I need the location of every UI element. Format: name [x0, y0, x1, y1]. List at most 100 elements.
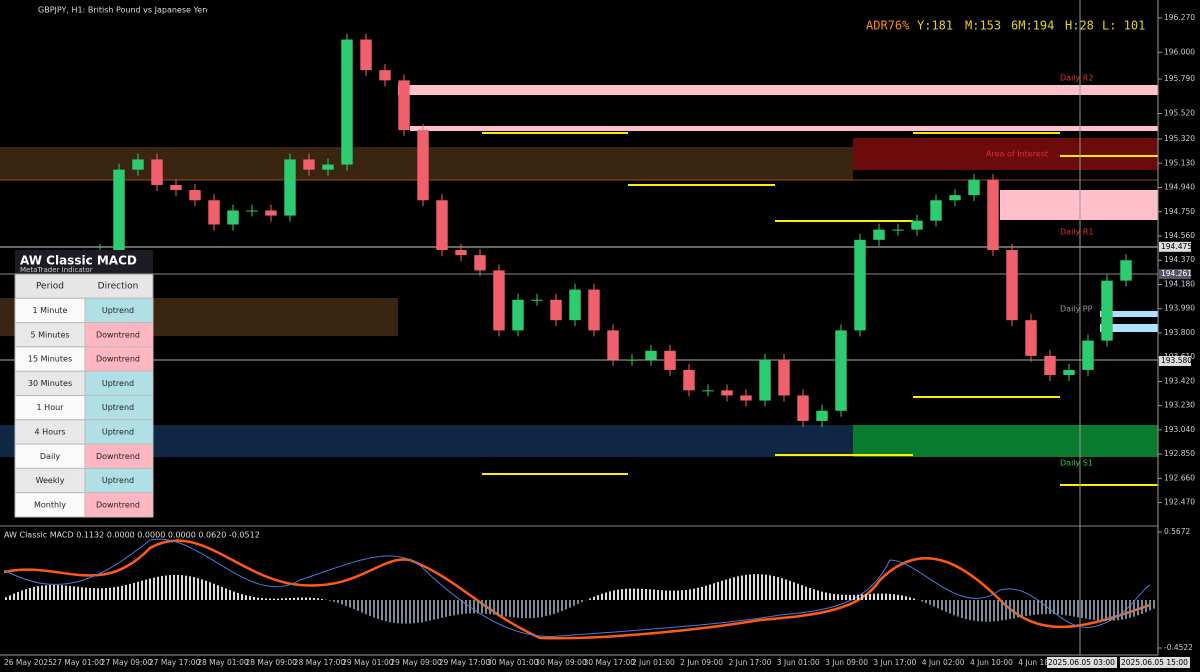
- candle-body: [797, 395, 809, 421]
- macd-signal: [3, 539, 1151, 640]
- table-cell: Uptrend: [102, 476, 134, 485]
- candle-body: [892, 229, 904, 231]
- candle-body: [1006, 250, 1018, 321]
- table-cell: 1 Minute: [33, 306, 68, 315]
- candle-body: [379, 70, 391, 81]
- x-tick-label: 27 May 01:00: [52, 658, 104, 667]
- candle-body: [740, 395, 752, 401]
- table-cell: 1 Hour: [37, 403, 65, 412]
- x-tick-label: 30 May 09:00: [535, 658, 587, 667]
- time-tag: [1047, 657, 1117, 668]
- candle-body: [835, 330, 847, 411]
- y-tick-label: 193.040: [1164, 425, 1195, 434]
- candle-body: [265, 210, 277, 216]
- candle-body: [1101, 280, 1113, 341]
- x-tick-label: 2 Jun 01:00: [632, 658, 675, 667]
- price-tag-label: 194.475: [1161, 242, 1192, 251]
- y-tick-label: 195.130: [1164, 158, 1195, 167]
- x-tick-label: 2 Jun 17:00: [729, 658, 772, 667]
- candle-body: [208, 200, 220, 225]
- y-tick-label: 194.750: [1164, 207, 1195, 216]
- candle-body: [1025, 320, 1037, 356]
- stats: ADR76% Y:181 M:153 6M:194 H:28 L: 101: [866, 19, 1145, 33]
- candle-body: [493, 270, 505, 331]
- candle-body: [854, 239, 866, 331]
- candle-body: [417, 130, 429, 201]
- stat: 6M:194: [1011, 19, 1054, 33]
- candle-body: [246, 210, 258, 212]
- y-tick-label: 194.180: [1164, 279, 1195, 288]
- candle-body: [284, 159, 296, 216]
- x-tick-label: 26 May 2025: [4, 658, 53, 667]
- table-cell-bg: [84, 395, 154, 421]
- candle-body: [531, 299, 543, 301]
- candle-body: [968, 179, 980, 196]
- zone-label: Area of Interest: [986, 150, 1048, 159]
- table-cell-bg: [84, 370, 154, 397]
- candle-body: [436, 200, 448, 251]
- x-tick-label: 28 May 01:00: [197, 658, 249, 667]
- candle-body: [151, 159, 163, 185]
- x-tick-label: 4 Jun 18:00: [1018, 658, 1061, 667]
- candle-body: [759, 359, 771, 401]
- table-cell: Monthly: [34, 500, 66, 509]
- x-tick-label: 28 May 09:00: [246, 658, 298, 667]
- table-cell-bg: [14, 395, 86, 421]
- x-tick-label: 27 May 17:00: [149, 658, 201, 667]
- candle-body: [322, 164, 334, 170]
- y-tick-label: 194.370: [1164, 255, 1195, 264]
- table-cell: 4 Hours: [34, 427, 65, 436]
- candle-body: [189, 190, 201, 201]
- table-cell-bg: [14, 467, 86, 494]
- zone: [853, 138, 1158, 170]
- price-tag-label: 194.261: [1161, 269, 1192, 278]
- candle-body: [474, 255, 486, 271]
- zone: [398, 85, 1158, 95]
- x-tick-label: 29 May 01:00: [342, 658, 394, 667]
- candle-body: [1044, 355, 1056, 376]
- y-tick-label: 196.000: [1164, 47, 1195, 56]
- zone-label: Daily PP: [1060, 305, 1093, 314]
- zone-label: Daily S1: [1060, 459, 1093, 468]
- y-tick-label: 193.990: [1164, 304, 1195, 313]
- zone-label: Daily R2: [1060, 74, 1093, 83]
- y-tick-label: 193.230: [1164, 401, 1195, 410]
- candle-body: [1063, 369, 1075, 376]
- time-tag: [1120, 657, 1190, 668]
- candle-body: [569, 289, 581, 321]
- candle-body: [683, 369, 695, 391]
- symbol-title: GBPJPY, H1: British Pound vs Japanese Ye…: [38, 6, 207, 15]
- table-cell-bg: [14, 443, 86, 469]
- candle-body: [588, 289, 600, 331]
- table-header-bg: [14, 273, 154, 299]
- candle-body: [512, 299, 524, 331]
- y-tick-label: 192.850: [1164, 449, 1195, 458]
- x-tick-label: 3 Jun 17:00: [873, 658, 916, 667]
- candle-body: [360, 39, 372, 71]
- zones: [0, 0, 1158, 655]
- x-tick-label: 28 May 17:00: [294, 658, 346, 667]
- candle-body: [550, 299, 562, 321]
- table-cell: Downtrend: [96, 452, 140, 461]
- candle-body: [930, 200, 942, 221]
- x-tick-label: 29 May 17:00: [439, 658, 491, 667]
- table-header: Period: [36, 282, 64, 292]
- x-tick-label: 4 Jun 10:00: [970, 658, 1013, 667]
- stat: H:28: [1065, 19, 1094, 33]
- zone: [410, 126, 1158, 131]
- table-title: AW Classic MACD: [20, 254, 137, 268]
- zone: [1000, 190, 1158, 220]
- stat: Y:181: [917, 19, 953, 33]
- price-axis: [1158, 0, 1200, 672]
- table-cell: Downtrend: [96, 330, 140, 339]
- candle-body: [113, 169, 125, 251]
- candle-body: [721, 390, 733, 396]
- zone: [853, 425, 1158, 457]
- y-tick-label: 195.520: [1164, 109, 1195, 118]
- price-tag: [1159, 355, 1191, 366]
- candle-body: [132, 159, 144, 170]
- table-cell-bg: [14, 297, 86, 324]
- table-cell: Daily: [40, 452, 61, 461]
- candle-body: [626, 359, 638, 361]
- table-subtitle: MetaTrader Indicator: [20, 266, 93, 274]
